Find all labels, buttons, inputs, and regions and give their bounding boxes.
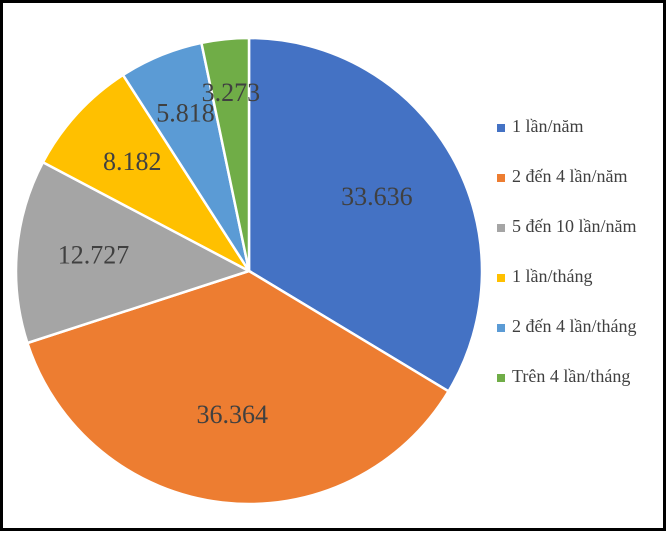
data-label-6: 3.273 xyxy=(202,78,261,107)
legend-label-5: 2 đến 4 lần/tháng xyxy=(512,316,636,336)
data-label-4: 8.182 xyxy=(103,147,162,176)
legend-label-3: 5 đến 10 lần/năm xyxy=(512,216,636,236)
legend: 1 lần/năm 2 đến 4 lần/năm 5 đến 10 lần/năm… xyxy=(497,116,636,386)
data-label-1: 33.636 xyxy=(341,182,413,211)
pie-slice-2 xyxy=(25,269,451,506)
legend-label-2: 2 đến 4 lần/năm xyxy=(512,166,627,186)
pie-slices xyxy=(14,36,484,506)
legend-label-4: 1 lần/tháng xyxy=(512,266,592,286)
pie-slice-6 xyxy=(199,36,251,272)
pie-slice-3 xyxy=(14,160,253,345)
legend-swatch-3 xyxy=(497,224,505,232)
data-label-3: 12.727 xyxy=(58,241,130,270)
legend-swatch-5 xyxy=(497,324,505,332)
data-label-2: 36.364 xyxy=(197,400,269,429)
legend-swatch-2 xyxy=(497,174,505,182)
legend-label-6: Trên 4 lần/tháng xyxy=(512,366,630,386)
pie-slice-1 xyxy=(247,36,484,394)
legend-label-1: 1 lần/năm xyxy=(512,116,583,136)
legend-swatch-4 xyxy=(497,274,505,282)
legend-swatch-6 xyxy=(497,374,505,382)
legend-swatch-1 xyxy=(497,124,505,132)
data-label-5: 5.818 xyxy=(156,99,215,128)
pie-slice-4 xyxy=(41,73,253,275)
